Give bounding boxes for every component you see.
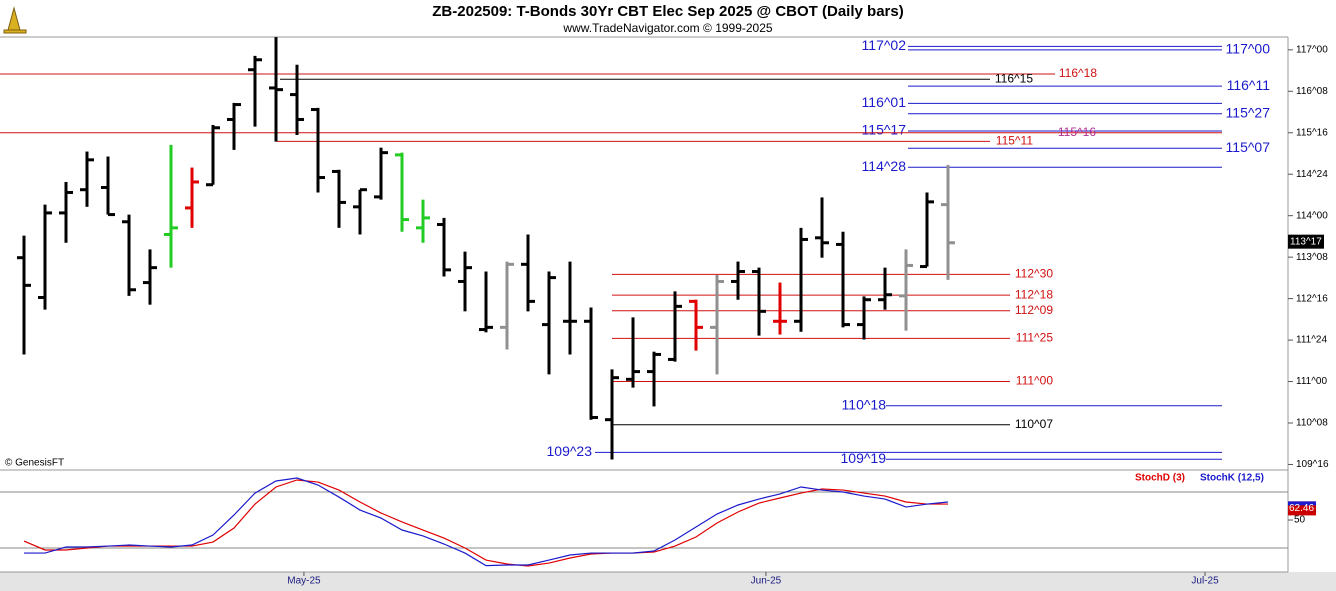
level-label: 115^27 bbox=[1226, 104, 1271, 120]
last-value-box-top bbox=[1288, 501, 1316, 506]
y-tick-label: 116^08 bbox=[1296, 86, 1328, 97]
level-label: 114^28 bbox=[862, 158, 907, 174]
y-tick-label: 109^16 bbox=[1296, 459, 1329, 470]
y-tick-label: 113^08 bbox=[1296, 252, 1328, 263]
level-label: 112^18 bbox=[1015, 287, 1053, 301]
x-tick-label: Jun-25 bbox=[751, 576, 782, 587]
y-tick-label: 114^00 bbox=[1296, 210, 1328, 221]
chart-subtitle: www.TradeNavigator.com © 1999-2025 bbox=[562, 21, 772, 35]
level-label: 112^09 bbox=[1015, 303, 1053, 317]
y-tick-label: 117^00 bbox=[1296, 44, 1328, 55]
x-tick-label: Jul-25 bbox=[1191, 576, 1219, 587]
level-label: 116^18 bbox=[1059, 66, 1097, 80]
x-tick-label: May-25 bbox=[287, 576, 321, 587]
x-axis-strip bbox=[0, 572, 1336, 591]
y-tick-label: 114^24 bbox=[1296, 169, 1328, 180]
legend-entry: StochD (3) bbox=[1135, 473, 1185, 484]
level-label: 109^23 bbox=[547, 443, 593, 459]
y-tick-label: 50 bbox=[1294, 515, 1306, 526]
source-note: © GenesisFT bbox=[5, 458, 64, 469]
y-tick-label: 112^16 bbox=[1296, 293, 1328, 304]
y-tick-label: 111^24 bbox=[1296, 335, 1327, 346]
level-label: 116^11 bbox=[1227, 77, 1271, 93]
y-tick-label: 115^16 bbox=[1296, 127, 1328, 138]
level-label: 116^01 bbox=[862, 94, 907, 110]
last-price-box bbox=[1288, 234, 1324, 249]
chart-title: ZB-202509: T-Bonds 30Yr CBT Elec Sep 202… bbox=[432, 3, 903, 20]
last-value-label: 62.46 bbox=[1289, 503, 1314, 514]
level-label: 111^25 bbox=[1016, 331, 1054, 345]
logo bbox=[3, 6, 27, 34]
level-label: 116^15 bbox=[995, 71, 1033, 85]
legend-entry: StochK (12,5) bbox=[1200, 473, 1264, 484]
level-label: 115^16 bbox=[1058, 125, 1096, 139]
level-label: 109^19 bbox=[841, 450, 887, 466]
level-label: 110^07 bbox=[1015, 417, 1053, 431]
level-label: 112^30 bbox=[1015, 267, 1053, 281]
stoch-line bbox=[24, 477, 949, 567]
level-label: 115^11 bbox=[996, 134, 1034, 148]
y-tick-label: 110^08 bbox=[1296, 418, 1328, 429]
level-label: 115^17 bbox=[862, 122, 907, 138]
y-tick-label: 111^00 bbox=[1296, 376, 1327, 387]
level-label: 117^02 bbox=[862, 37, 907, 53]
last-price-label: 113^17 bbox=[1290, 236, 1322, 247]
level-label: 111^00 bbox=[1016, 374, 1054, 388]
level-label: 115^07 bbox=[1226, 139, 1271, 155]
level-label: 117^00 bbox=[1226, 41, 1271, 57]
level-label: 110^18 bbox=[842, 396, 887, 412]
